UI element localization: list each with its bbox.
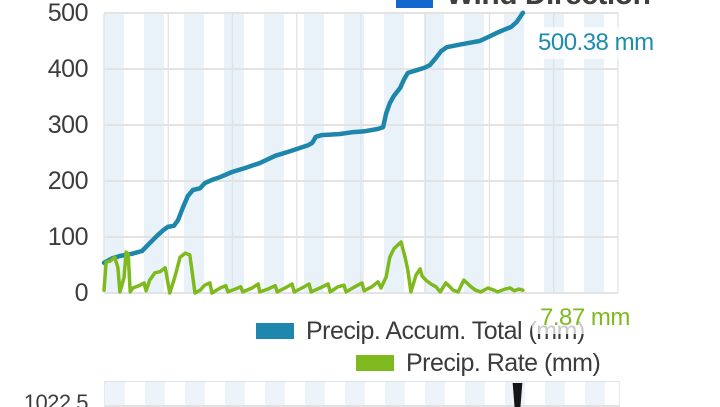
wind-direction-label: Wind Direction (446, 0, 651, 12)
legend-item-precip-rate[interactable]: Precip. Rate (mm) (356, 348, 601, 377)
precip-rate-label: Precip. Rate (mm) (406, 348, 601, 377)
pressure-y-tick-1022-5: 1022.5 (23, 390, 89, 407)
y-tick-0: 0 (74, 279, 89, 307)
precip-rate-swatch (356, 355, 394, 371)
precip-accum-swatch (256, 323, 294, 339)
accum-total-value-label: 500.38 mm (530, 27, 662, 59)
y-tick-200: 200 (47, 167, 89, 195)
precip-chart-plot-area[interactable] (101, 0, 619, 300)
y-tick-500: 500 (47, 0, 89, 27)
y-tick-400: 400 (47, 55, 89, 83)
time-cursor-bar[interactable] (512, 383, 523, 407)
pressure-chart-plot-area[interactable] (104, 381, 620, 407)
y-tick-300: 300 (47, 111, 89, 139)
wind-direction-legend-item[interactable]: Wind Direction (396, 0, 651, 12)
rate-value-label: 7.87 mm (532, 302, 638, 334)
y-tick-100: 100 (47, 223, 89, 251)
wind-direction-swatch (396, 0, 433, 8)
pressure-gridline (105, 405, 619, 407)
